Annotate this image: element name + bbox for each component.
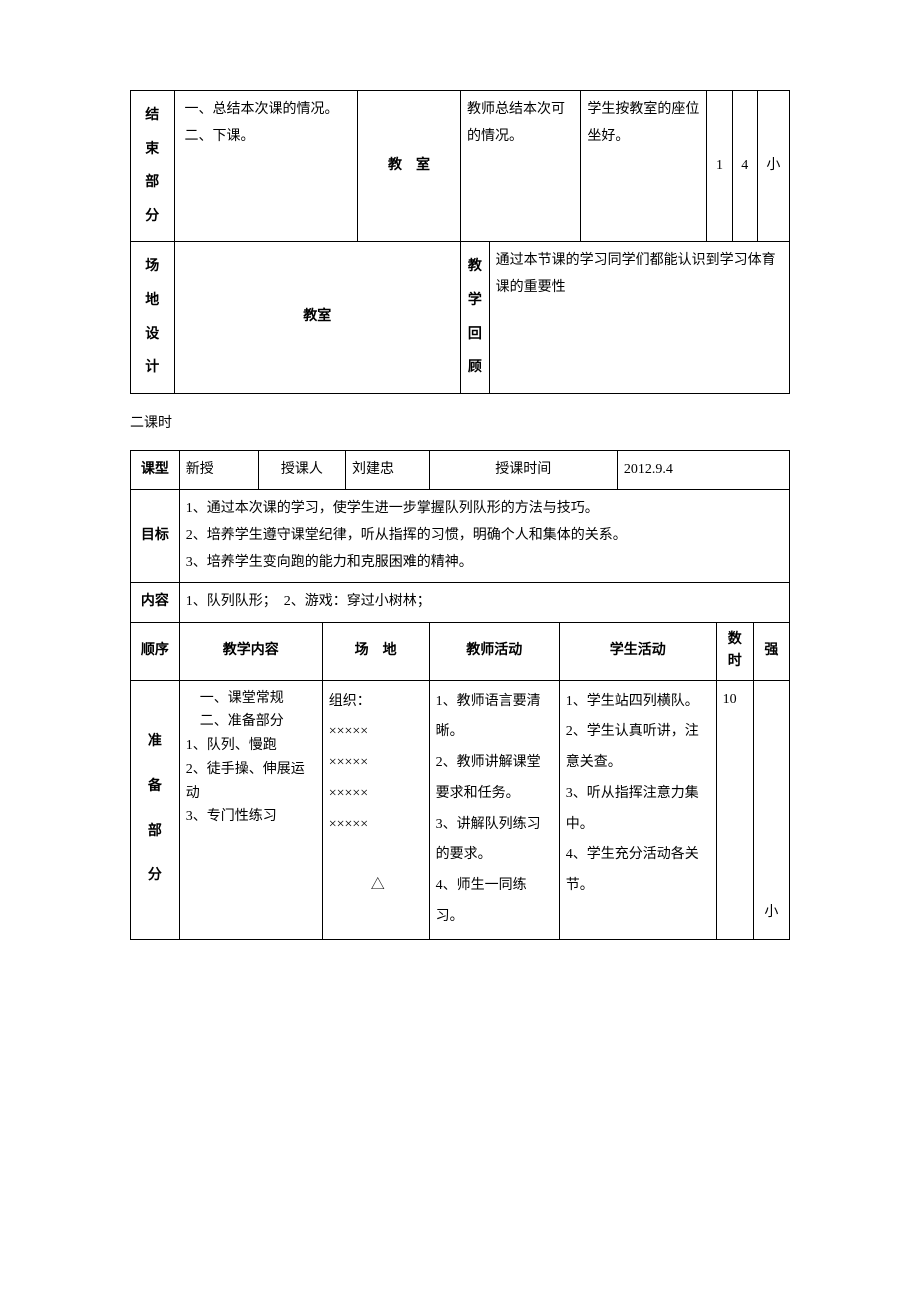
lesson-plan-table: 课型 新授 授课人 刘建忠 授课时间 2012.9.4 目标 1、通过本次课的学…: [130, 450, 790, 940]
subtitle: 二课时: [130, 412, 790, 432]
venue-design-header: 场地设计: [131, 242, 175, 393]
prep-header: 准备部分: [131, 680, 180, 939]
row-content: 内容 1、队列队形； 2、游戏：穿过小树林；: [131, 583, 790, 623]
header-intensity: 强: [753, 622, 789, 680]
goal-content: 1、通过本次课的学习，使学生进一步掌握队列队形的方法与技巧。 2、培养学生遵守课…: [179, 490, 789, 583]
header-venue: 场 地: [322, 622, 429, 680]
review-content: 通过本节课的学习同学们都能认识到学习体育课的重要性: [489, 242, 789, 393]
prep-count: 10: [716, 680, 753, 939]
header-teach-content: 教学内容: [179, 622, 322, 680]
end-section-venue: 教 室: [357, 91, 460, 242]
end-section-num2: 4: [732, 91, 757, 242]
row-venue-design: 场地设计 教室 教学回顾 通过本节课的学习同学们都能认识到学习体育课的重要性: [131, 242, 790, 393]
goal-label: 目标: [131, 490, 180, 583]
row-headers: 顺序 教学内容 场 地 教师活动 学生活动 数时 强: [131, 622, 790, 680]
header-student-act: 学生活动: [559, 622, 716, 680]
header-teacher-act: 教师活动: [429, 622, 559, 680]
course-type-value: 新授: [179, 450, 258, 490]
prep-venue: 组织： ××××× ××××× ××××× ××××× △: [322, 680, 429, 939]
end-section-content: 一、总结本次课的情况。 二、下课。: [174, 91, 357, 242]
end-section-student: 学生按教室的座位坐好。: [581, 91, 707, 242]
end-section-header: 结束部分: [131, 91, 175, 242]
end-section-intensity: 小: [757, 91, 789, 242]
venue-design-content: 教室: [174, 242, 460, 393]
row-prep: 准备部分 一、课堂常规 二、准备部分 1、队列、慢跑 2、徒手操、伸展运动 3、…: [131, 680, 790, 939]
row-goal: 目标 1、通过本次课的学习，使学生进一步掌握队列队形的方法与技巧。 2、培养学生…: [131, 490, 790, 583]
prep-teacher: 1、教师语言要清晰。 2、教师讲解课堂要求和任务。 3、讲解队列练习的要求。 4…: [429, 680, 559, 939]
content-value: 1、队列队形； 2、游戏：穿过小树林；: [179, 583, 789, 623]
course-type-label: 课型: [131, 450, 180, 490]
row-end-section: 结束部分 一、总结本次课的情况。 二、下课。 教 室 教师总结本次可的情况。 学…: [131, 91, 790, 242]
teacher-value: 刘建忠: [345, 450, 429, 490]
prep-student: 1、学生站四列横队。 2、学生认真听讲，注意关查。 3、听从指挥注意力集中。 4…: [559, 680, 716, 939]
review-label: 教学回顾: [461, 242, 490, 393]
row-course-type: 课型 新授 授课人 刘建忠 授课时间 2012.9.4: [131, 450, 790, 490]
teacher-label: 授课人: [258, 450, 345, 490]
prep-intensity: 小: [753, 680, 789, 939]
end-section-teacher: 教师总结本次可的情况。: [461, 91, 581, 242]
header-order: 顺序: [131, 622, 180, 680]
time-label: 授课时间: [429, 450, 617, 490]
time-value: 2012.9.4: [617, 450, 789, 490]
content-label: 内容: [131, 583, 180, 623]
lesson-summary-table: 结束部分 一、总结本次课的情况。 二、下课。 教 室 教师总结本次可的情况。 学…: [130, 90, 790, 394]
end-section-num1: 1: [707, 91, 732, 242]
prep-content: 一、课堂常规 二、准备部分 1、队列、慢跑 2、徒手操、伸展运动 3、专门性练习: [179, 680, 322, 939]
header-count-time: 数时: [716, 622, 753, 680]
